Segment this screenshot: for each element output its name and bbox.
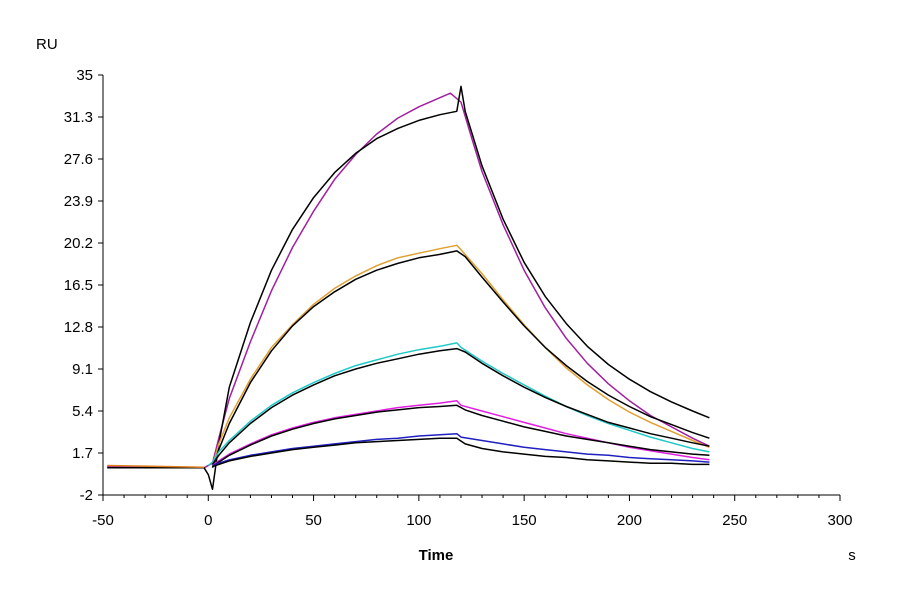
- fit-line-3: [211, 250, 710, 469]
- x-tick-label: -50: [92, 512, 114, 529]
- y-tick-label: 9.1: [72, 361, 93, 378]
- fit-line-1: [107, 85, 710, 491]
- y-tick-label: 12.8: [64, 319, 93, 336]
- y-tick-label: 23.9: [64, 193, 93, 210]
- fit-line-5: [211, 347, 710, 465]
- measured-line-4: [207, 342, 710, 467]
- measured-line-6: [212, 400, 710, 467]
- measured-line-2: [211, 244, 710, 466]
- y-tick-label: 16.5: [64, 277, 93, 294]
- fit-line-7: [212, 404, 710, 468]
- x-axis-unit-label: s: [848, 547, 856, 564]
- y-tick-label: 5.4: [72, 403, 93, 420]
- x-tick-label: 150: [512, 512, 537, 529]
- y-tick-label: 31.3: [64, 109, 93, 126]
- x-axis-title: Time: [419, 547, 454, 564]
- x-tick-label: 100: [406, 512, 431, 529]
- series-layer: [107, 85, 710, 491]
- x-tick-label: 200: [617, 512, 642, 529]
- measured-line-10: [107, 464, 205, 468]
- y-tick-label: -2: [80, 487, 93, 504]
- y-tick-label: 27.6: [64, 151, 93, 168]
- x-axis-ticks: -50 0 50 100 150 200 250 300: [92, 495, 853, 529]
- y-axis-unit-label: RU: [36, 36, 58, 53]
- y-tick-label: 35: [76, 67, 93, 84]
- measured-line-0: [107, 92, 710, 469]
- fit-line-9: [212, 437, 710, 468]
- measured-line-8: [212, 432, 710, 467]
- x-tick-label: 0: [204, 512, 212, 529]
- y-tick-label: 20.2: [64, 235, 93, 252]
- x-tick-label: 250: [722, 512, 747, 529]
- y-tick-label: 1.7: [72, 445, 93, 462]
- y-axis-ticks: -2 1.7 5.4 9.1 12.8 16.5 20.2 23.9 27.6 31.3 35: [64, 67, 103, 504]
- x-tick-label: 300: [827, 512, 852, 529]
- x-tick-label: 50: [305, 512, 322, 529]
